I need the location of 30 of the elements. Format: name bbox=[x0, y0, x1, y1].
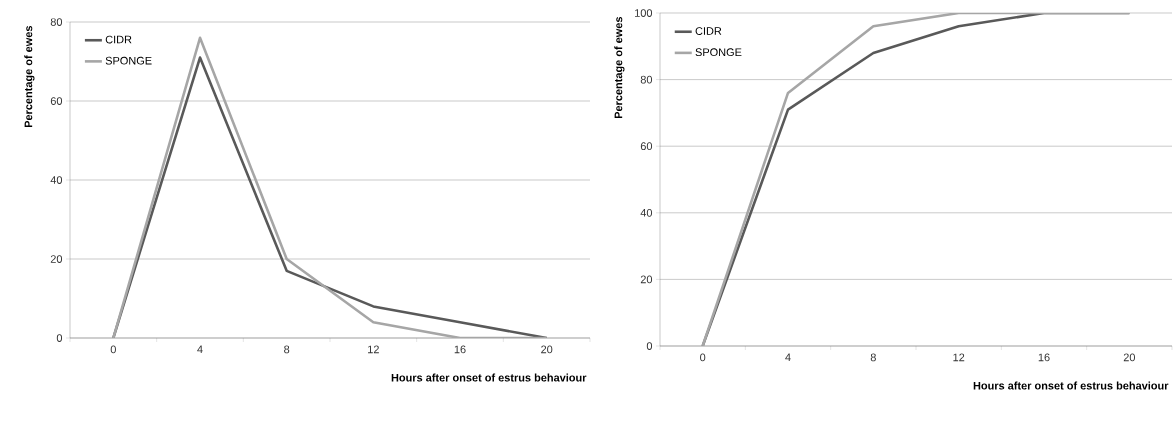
y-tick-label: 0 bbox=[56, 334, 63, 342]
x-tick-label: 16 bbox=[1038, 353, 1050, 362]
x-tick-label: 12 bbox=[953, 353, 965, 362]
legend-label: CIDR bbox=[105, 35, 132, 44]
legend-label: SPONGE bbox=[695, 48, 742, 57]
y-tick-label: 80 bbox=[640, 75, 653, 84]
x-tick-label: 8 bbox=[870, 353, 876, 362]
legend-label: SPONGE bbox=[105, 56, 152, 65]
y-axis-title: Percentage of ewes bbox=[24, 25, 35, 128]
y-tick-label: 20 bbox=[640, 275, 653, 284]
x-tick-label: 4 bbox=[197, 345, 203, 354]
x-axis-title: Hours after onset of estrus behaviour bbox=[391, 373, 587, 382]
x-tick-label: 20 bbox=[1123, 353, 1135, 362]
x-tick-label: 4 bbox=[785, 353, 791, 362]
x-tick-label: 0 bbox=[700, 353, 706, 362]
legend-label: CIDR bbox=[695, 27, 722, 35]
y-tick-label: 40 bbox=[640, 208, 653, 217]
x-axis-title: Hours after onset of estrus behaviour bbox=[973, 381, 1169, 390]
y-tick-label: 20 bbox=[50, 255, 63, 263]
y-tick-label: 100 bbox=[635, 9, 653, 17]
x-tick-label: 20 bbox=[541, 345, 553, 354]
y-tick-label: 60 bbox=[50, 97, 63, 105]
y-tick-label: 80 bbox=[50, 18, 63, 26]
x-tick-label: 8 bbox=[284, 345, 290, 354]
x-tick-label: 0 bbox=[110, 345, 116, 354]
y-axis-title: Percentage of ewes bbox=[614, 16, 625, 119]
x-tick-label: 16 bbox=[454, 345, 466, 354]
y-tick-label: 40 bbox=[50, 176, 63, 184]
x-tick-label: 12 bbox=[368, 345, 379, 354]
y-tick-label: 60 bbox=[640, 142, 653, 151]
